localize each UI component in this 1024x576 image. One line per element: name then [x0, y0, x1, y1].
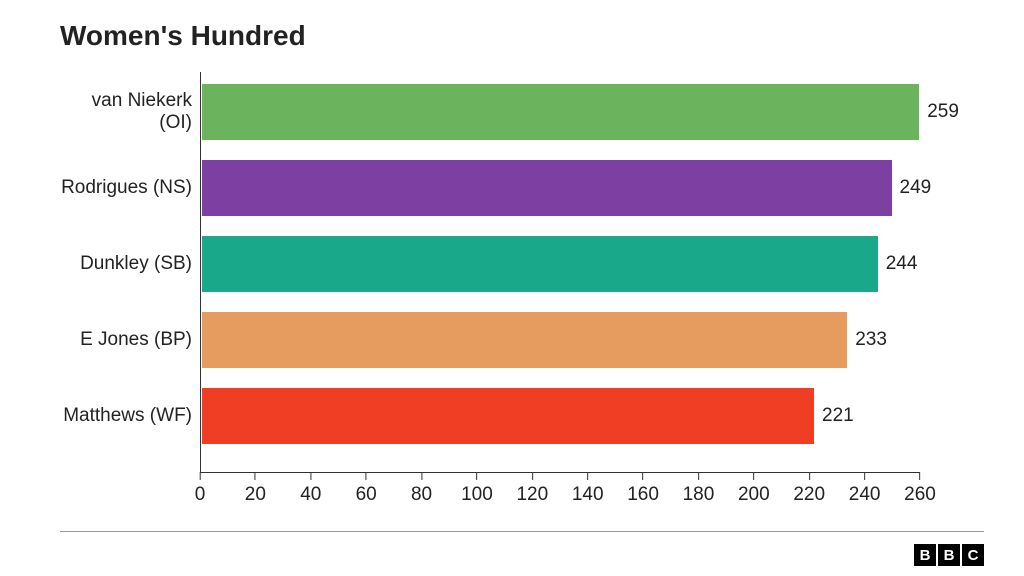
bar — [202, 236, 878, 292]
tick-label: 60 — [356, 484, 377, 506]
x-tick: 40 — [300, 472, 321, 506]
x-tick: 160 — [627, 472, 659, 506]
logo-letter: B — [938, 544, 960, 566]
tick-label: 260 — [904, 484, 936, 506]
tick-mark — [255, 472, 256, 480]
bar — [202, 388, 814, 444]
tick-label: 100 — [461, 484, 493, 506]
chart-area: van Niekerk (OI) 259 Rodrigues (NS) 249 Dunk… — [60, 72, 980, 512]
footer-divider — [60, 531, 984, 532]
bbc-logo: B B C — [914, 544, 984, 566]
bar-row: Matthews (WF) 221 — [60, 388, 980, 444]
x-tick: 140 — [572, 472, 604, 506]
logo-letter: B — [914, 544, 936, 566]
tick-mark — [532, 472, 533, 480]
tick-mark — [476, 472, 477, 480]
tick-label: 240 — [849, 484, 881, 506]
tick-mark — [643, 472, 644, 480]
tick-mark — [698, 472, 699, 480]
bar-row: Rodrigues (NS) 249 — [60, 160, 980, 216]
bar-value: 249 — [900, 177, 932, 199]
tick-label: 140 — [572, 484, 604, 506]
tick-label: 180 — [683, 484, 715, 506]
x-tick: 220 — [793, 472, 825, 506]
bar-label: van Niekerk (OI) — [60, 90, 192, 134]
tick-mark — [587, 472, 588, 480]
bar-row: E Jones (BP) 233 — [60, 312, 980, 368]
bar-row: van Niekerk (OI) 259 — [60, 84, 980, 140]
bar-value: 221 — [822, 405, 854, 427]
x-tick: 260 — [904, 472, 936, 506]
tick-label: 20 — [245, 484, 266, 506]
x-tick: 20 — [245, 472, 266, 506]
tick-mark — [366, 472, 367, 480]
x-tick: 240 — [849, 472, 881, 506]
bar-value: 233 — [855, 329, 887, 351]
x-tick: 80 — [411, 472, 432, 506]
bar-value: 244 — [886, 253, 918, 275]
tick-mark — [199, 472, 200, 480]
tick-label: 200 — [738, 484, 770, 506]
bar-label: E Jones (BP) — [60, 329, 192, 351]
bar — [202, 312, 847, 368]
tick-label: 40 — [300, 484, 321, 506]
tick-mark — [310, 472, 311, 480]
x-tick: 100 — [461, 472, 493, 506]
bar-label: Rodrigues (NS) — [60, 177, 192, 199]
chart-container: Women's Hundred van Niekerk (OI) 259 Rodri… — [0, 0, 1024, 576]
x-tick: 200 — [738, 472, 770, 506]
tick-label: 120 — [516, 484, 548, 506]
tick-label: 80 — [411, 484, 432, 506]
x-tick: 180 — [683, 472, 715, 506]
tick-label: 160 — [627, 484, 659, 506]
bar-label: Matthews (WF) — [60, 405, 192, 427]
bar-value: 259 — [927, 101, 959, 123]
tick-label: 220 — [793, 484, 825, 506]
chart-title: Women's Hundred — [60, 20, 984, 52]
logo-letter: C — [962, 544, 984, 566]
tick-label: 0 — [195, 484, 206, 506]
x-tick: 120 — [516, 472, 548, 506]
bar-row: Dunkley (SB) 244 — [60, 236, 980, 292]
bar — [202, 84, 919, 140]
bar — [202, 160, 892, 216]
bar-label: Dunkley (SB) — [60, 253, 192, 275]
tick-mark — [421, 472, 422, 480]
x-tick: 0 — [195, 472, 206, 506]
x-tick: 60 — [356, 472, 377, 506]
tick-mark — [753, 472, 754, 480]
tick-mark — [919, 472, 920, 480]
tick-mark — [864, 472, 865, 480]
x-ticks-group: 020406080100120140160180200220240260 — [200, 472, 920, 512]
tick-mark — [809, 472, 810, 480]
